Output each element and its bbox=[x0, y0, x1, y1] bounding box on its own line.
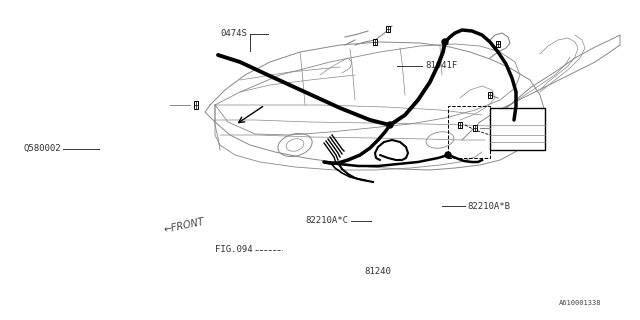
Text: A610001338: A610001338 bbox=[559, 300, 602, 306]
Text: 81240: 81240 bbox=[364, 267, 391, 276]
Bar bbox=[488, 92, 492, 98]
Text: 81041F: 81041F bbox=[426, 61, 458, 70]
Bar bbox=[386, 26, 390, 32]
Text: 0474S: 0474S bbox=[221, 29, 248, 38]
Circle shape bbox=[442, 39, 448, 45]
Text: Q580002: Q580002 bbox=[23, 144, 61, 153]
Text: 82210A*C: 82210A*C bbox=[306, 216, 349, 225]
Circle shape bbox=[445, 152, 451, 158]
Bar bbox=[448, 106, 490, 158]
Bar bbox=[490, 108, 545, 150]
Text: ←FRONT: ←FRONT bbox=[163, 216, 205, 235]
Bar bbox=[496, 41, 500, 47]
Bar bbox=[458, 122, 462, 128]
Bar bbox=[473, 125, 477, 131]
Text: FIG.094: FIG.094 bbox=[215, 245, 253, 254]
Bar bbox=[373, 39, 377, 45]
Circle shape bbox=[387, 122, 393, 128]
Bar bbox=[194, 101, 198, 108]
Text: 82210A*B: 82210A*B bbox=[467, 202, 510, 211]
